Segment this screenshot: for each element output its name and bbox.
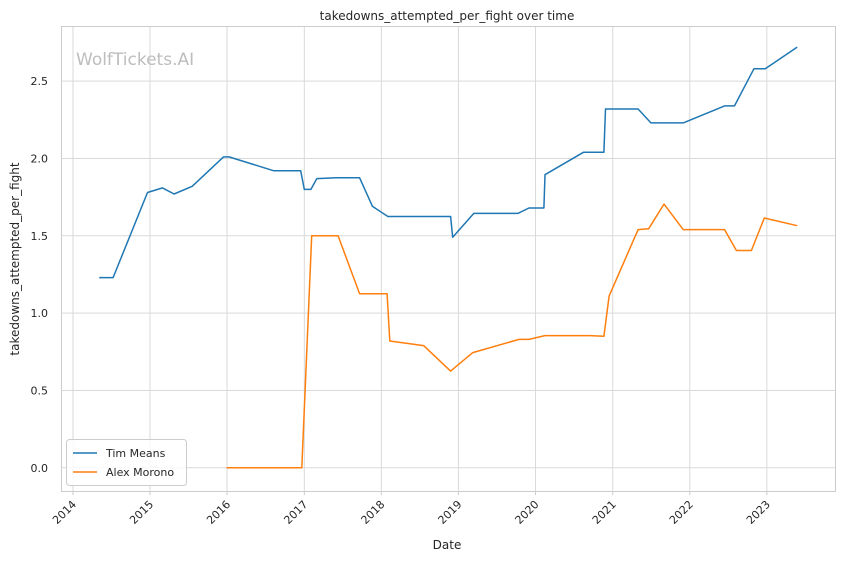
plot-frame xyxy=(61,26,836,492)
y-tick-label: 0.0 xyxy=(31,462,49,475)
x-axis-label: Date xyxy=(433,538,462,552)
series-line-alex-morono xyxy=(226,203,798,469)
y-tick-label: 1.0 xyxy=(31,307,49,320)
y-axis-label: takedowns_attempted_per_fight xyxy=(8,162,22,355)
y-tick-label: 2.0 xyxy=(31,152,49,165)
grid xyxy=(62,27,835,495)
legend-box xyxy=(66,439,187,486)
legend-label-tim-means: Tim Means xyxy=(105,447,166,460)
watermark: WolfTickets.AI xyxy=(76,50,194,70)
series-lines xyxy=(99,46,798,469)
series-line-tim-means xyxy=(99,46,798,279)
y-tick-label: 1.5 xyxy=(31,230,49,243)
y-tick-label: 2.5 xyxy=(31,75,49,88)
chart-title: takedowns_attempted_per_fight over time xyxy=(320,9,575,23)
legend-label-alex-morono: Alex Morono xyxy=(106,466,174,479)
y-tick-label: 0.5 xyxy=(31,384,49,397)
legend: Tim Means Alex Morono xyxy=(66,439,187,486)
y-tick-labels: 0.0 0.5 1.0 1.5 2.0 2.5 xyxy=(31,75,49,475)
